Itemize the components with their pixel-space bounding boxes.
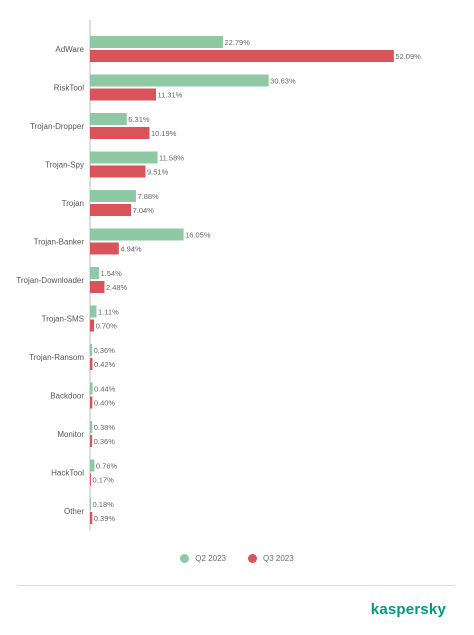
legend-swatch-q2 xyxy=(180,554,190,563)
data-label: 0.40% xyxy=(94,399,116,408)
data-label: 0.39% xyxy=(94,514,116,523)
data-label: 0.36% xyxy=(94,346,116,355)
data-label: 9.51% xyxy=(147,168,169,177)
data-label: 30.63% xyxy=(270,77,296,86)
bar xyxy=(90,204,132,216)
legend: Q2 2023 Q3 2023 xyxy=(0,554,474,563)
legend-item-q2: Q2 2023 xyxy=(180,554,226,563)
legend-swatch-q3 xyxy=(248,554,257,563)
category-label: Trojan-Downloader xyxy=(16,276,84,285)
data-label: 0.70% xyxy=(96,322,118,331)
bar xyxy=(90,344,93,356)
data-label: 0.38% xyxy=(94,423,116,432)
category-label: Backdoor xyxy=(50,392,84,401)
bar xyxy=(90,473,91,486)
legend-label-q3: Q3 2023 xyxy=(263,554,294,563)
bar xyxy=(90,421,93,433)
bar-chart: AdWare 22.79% 52.09% RiskTool 30.63% 11.31% Tr… xyxy=(16,20,421,531)
category-label: Trojan-Dropper xyxy=(30,122,84,131)
legend-label-q2: Q2 2023 xyxy=(195,554,226,563)
category-label: RiskTool xyxy=(54,84,84,93)
data-label: 7.04% xyxy=(133,206,155,215)
bar xyxy=(90,242,119,255)
bar xyxy=(90,498,92,510)
bar xyxy=(90,228,184,241)
data-label: 16.05% xyxy=(185,231,211,240)
bar xyxy=(90,319,95,332)
data-label: 6.31% xyxy=(128,115,150,124)
data-label: 11.58% xyxy=(159,154,184,163)
data-label: 10.19% xyxy=(151,129,177,138)
data-label: 4.94% xyxy=(120,245,142,254)
bar xyxy=(90,281,105,293)
data-label: 1.11% xyxy=(98,308,119,317)
bar xyxy=(90,151,158,164)
data-label: 0.76% xyxy=(96,462,118,471)
bar xyxy=(90,165,146,178)
data-label: 0.17% xyxy=(92,476,114,485)
bar xyxy=(90,113,127,125)
data-label: 0.18% xyxy=(93,500,115,509)
category-label: Trojan xyxy=(62,199,84,208)
bar xyxy=(90,267,99,279)
bar xyxy=(90,74,269,87)
bar xyxy=(90,50,394,62)
bar xyxy=(90,358,93,370)
data-label: 11.31% xyxy=(157,91,182,100)
data-label: 1.54% xyxy=(100,269,122,278)
footer-divider xyxy=(17,585,455,586)
category-label: AdWare xyxy=(55,45,84,54)
data-label: 7.88% xyxy=(137,192,159,201)
bar xyxy=(90,459,95,472)
data-label: 2.48% xyxy=(106,283,128,292)
category-label: Monitor xyxy=(57,430,84,439)
bar xyxy=(90,512,93,524)
data-label: 0.42% xyxy=(94,360,116,369)
category-label: Other xyxy=(64,507,84,516)
bar xyxy=(90,396,93,409)
kaspersky-logo: kaspersky xyxy=(370,601,446,618)
bar xyxy=(90,88,156,101)
category-label: Trojan-Banker xyxy=(34,238,85,247)
bar xyxy=(90,36,223,48)
category-label: Trojan-Spy xyxy=(45,161,84,170)
category-label: Trojan-SMS xyxy=(42,315,84,324)
legend-item-q3: Q3 2023 xyxy=(248,554,294,563)
bar xyxy=(90,382,93,395)
bar xyxy=(90,305,97,318)
data-label: 0.36% xyxy=(94,437,116,446)
category-label: HackTool xyxy=(51,469,84,478)
data-label: 22.79% xyxy=(224,38,250,47)
bar xyxy=(90,435,93,447)
data-label: 52.09% xyxy=(395,52,421,61)
bar xyxy=(90,127,150,139)
data-label: 0.44% xyxy=(94,385,116,394)
bar xyxy=(90,190,136,202)
category-label: Trojan-Ransom xyxy=(29,353,84,362)
